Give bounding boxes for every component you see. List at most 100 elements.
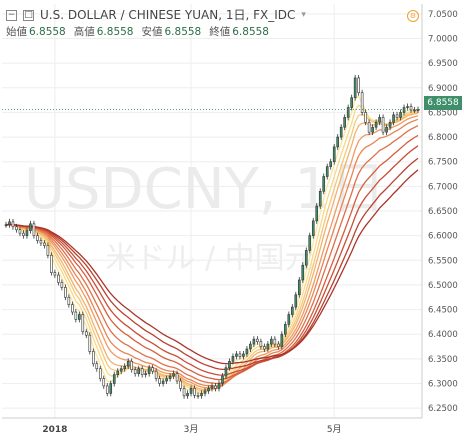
candle-body — [140, 368, 144, 375]
candle-body — [392, 114, 395, 123]
candle-body — [32, 223, 36, 236]
candle-body — [301, 264, 305, 281]
candle-body — [311, 220, 315, 236]
ema-line-42 — [5, 169, 419, 365]
close-label: 終値 — [209, 26, 231, 38]
candle-body — [85, 331, 88, 336]
candle-body — [291, 306, 294, 315]
candle-body — [378, 117, 381, 123]
price-tick-label: 6.8500 — [428, 108, 458, 118]
candle-body — [284, 324, 287, 335]
candle-body — [367, 121, 371, 133]
candle-body — [416, 109, 420, 111]
candle-body — [238, 353, 242, 357]
candle-body — [67, 296, 71, 305]
candle-body — [203, 390, 207, 394]
candle-body — [332, 146, 336, 163]
chevron-down-icon[interactable]: ▾ — [301, 10, 306, 20]
ohlc-values: 始値 6.8558 高値 6.8558 安値 6.8558 終値 6.8558 — [6, 26, 306, 38]
price-tick-label: 6.5500 — [428, 256, 458, 266]
candle-body — [112, 374, 116, 384]
collapse-icon[interactable]: − — [6, 9, 17, 21]
price-tick-label: 6.3500 — [428, 355, 458, 365]
candle-body — [53, 272, 57, 276]
candle-body — [196, 395, 200, 397]
close-value: 6.8558 — [232, 26, 269, 38]
price-tick-label: 6.6500 — [428, 207, 458, 217]
candle-body — [168, 375, 172, 379]
candle-body — [81, 314, 85, 333]
candle-body — [339, 126, 343, 138]
candle-body — [388, 121, 392, 128]
candle-body — [308, 235, 312, 251]
candle-body — [406, 106, 409, 108]
candle-body — [29, 223, 32, 232]
time-tick-label: 2018 — [42, 425, 67, 435]
candle-body — [231, 356, 235, 362]
candle-body — [385, 126, 388, 133]
candle-body — [207, 388, 210, 392]
candle-body — [88, 334, 92, 352]
candle-body — [193, 388, 196, 396]
candle-body — [105, 385, 109, 394]
candle-body — [297, 279, 301, 296]
candle-body — [4, 224, 8, 227]
ema-line-36 — [5, 157, 419, 371]
candle-body — [46, 245, 50, 256]
candle-body — [189, 388, 193, 394]
chart-title: U.S. DOLLAR / CHINESE YUAN, 1日, FX_IDC — [40, 8, 296, 22]
candle-body — [8, 221, 11, 226]
price-tick-label: 6.5000 — [428, 281, 458, 291]
candle-body — [259, 341, 263, 347]
candle-body — [346, 107, 350, 118]
candle-body — [43, 242, 46, 246]
candle-body — [71, 304, 74, 313]
candle-body — [161, 380, 165, 384]
candle-body — [224, 367, 228, 377]
candle-body — [399, 112, 402, 118]
candle-body — [25, 230, 29, 236]
candle-body — [18, 229, 22, 234]
candle-body — [91, 351, 95, 365]
candle-body — [109, 383, 113, 394]
candle-body — [172, 373, 175, 377]
candle-body — [325, 166, 329, 177]
candle-body — [395, 114, 399, 118]
high-value: 6.8558 — [96, 26, 134, 38]
candle-body — [235, 353, 238, 357]
price-tick-label: 6.7500 — [428, 158, 458, 168]
price-tick-label: 6.7000 — [428, 182, 458, 192]
candle-body — [165, 378, 168, 382]
candle-body — [263, 346, 266, 350]
candle-body — [22, 232, 25, 236]
candle-body — [200, 393, 203, 397]
ema-line-25 — [5, 134, 419, 381]
candle-body — [242, 353, 245, 357]
settings-icon[interactable]: ⚙ — [407, 10, 419, 22]
candle-body — [158, 378, 161, 384]
candle-body — [137, 368, 140, 374]
last-price-tag: 6.8558 — [424, 96, 462, 110]
chart-header: − □ U.S. DOLLAR / CHINESE YUAN, 1日, FX_I… — [6, 8, 306, 38]
price-tick-label: 7.0000 — [428, 35, 458, 45]
candle-body — [119, 368, 123, 372]
candle-body — [249, 343, 252, 350]
price-tick-label: 6.2500 — [428, 404, 458, 414]
candle-body — [413, 109, 416, 112]
candle-body — [294, 294, 298, 308]
high-label: 高値 — [73, 26, 95, 38]
candle-body — [144, 373, 147, 375]
maximize-icon[interactable]: □ — [23, 9, 34, 21]
candle-body — [179, 380, 182, 389]
candle-body — [147, 367, 151, 374]
candle-body — [277, 343, 280, 347]
time-tick-label: 3月 — [184, 424, 199, 435]
candle-body — [133, 369, 137, 374]
candle-body — [39, 240, 43, 244]
candle-body — [102, 378, 106, 387]
price-tick-label: 6.6000 — [428, 232, 458, 242]
candle-body — [322, 176, 326, 192]
candle-body — [273, 338, 277, 345]
candle-body — [151, 367, 154, 372]
